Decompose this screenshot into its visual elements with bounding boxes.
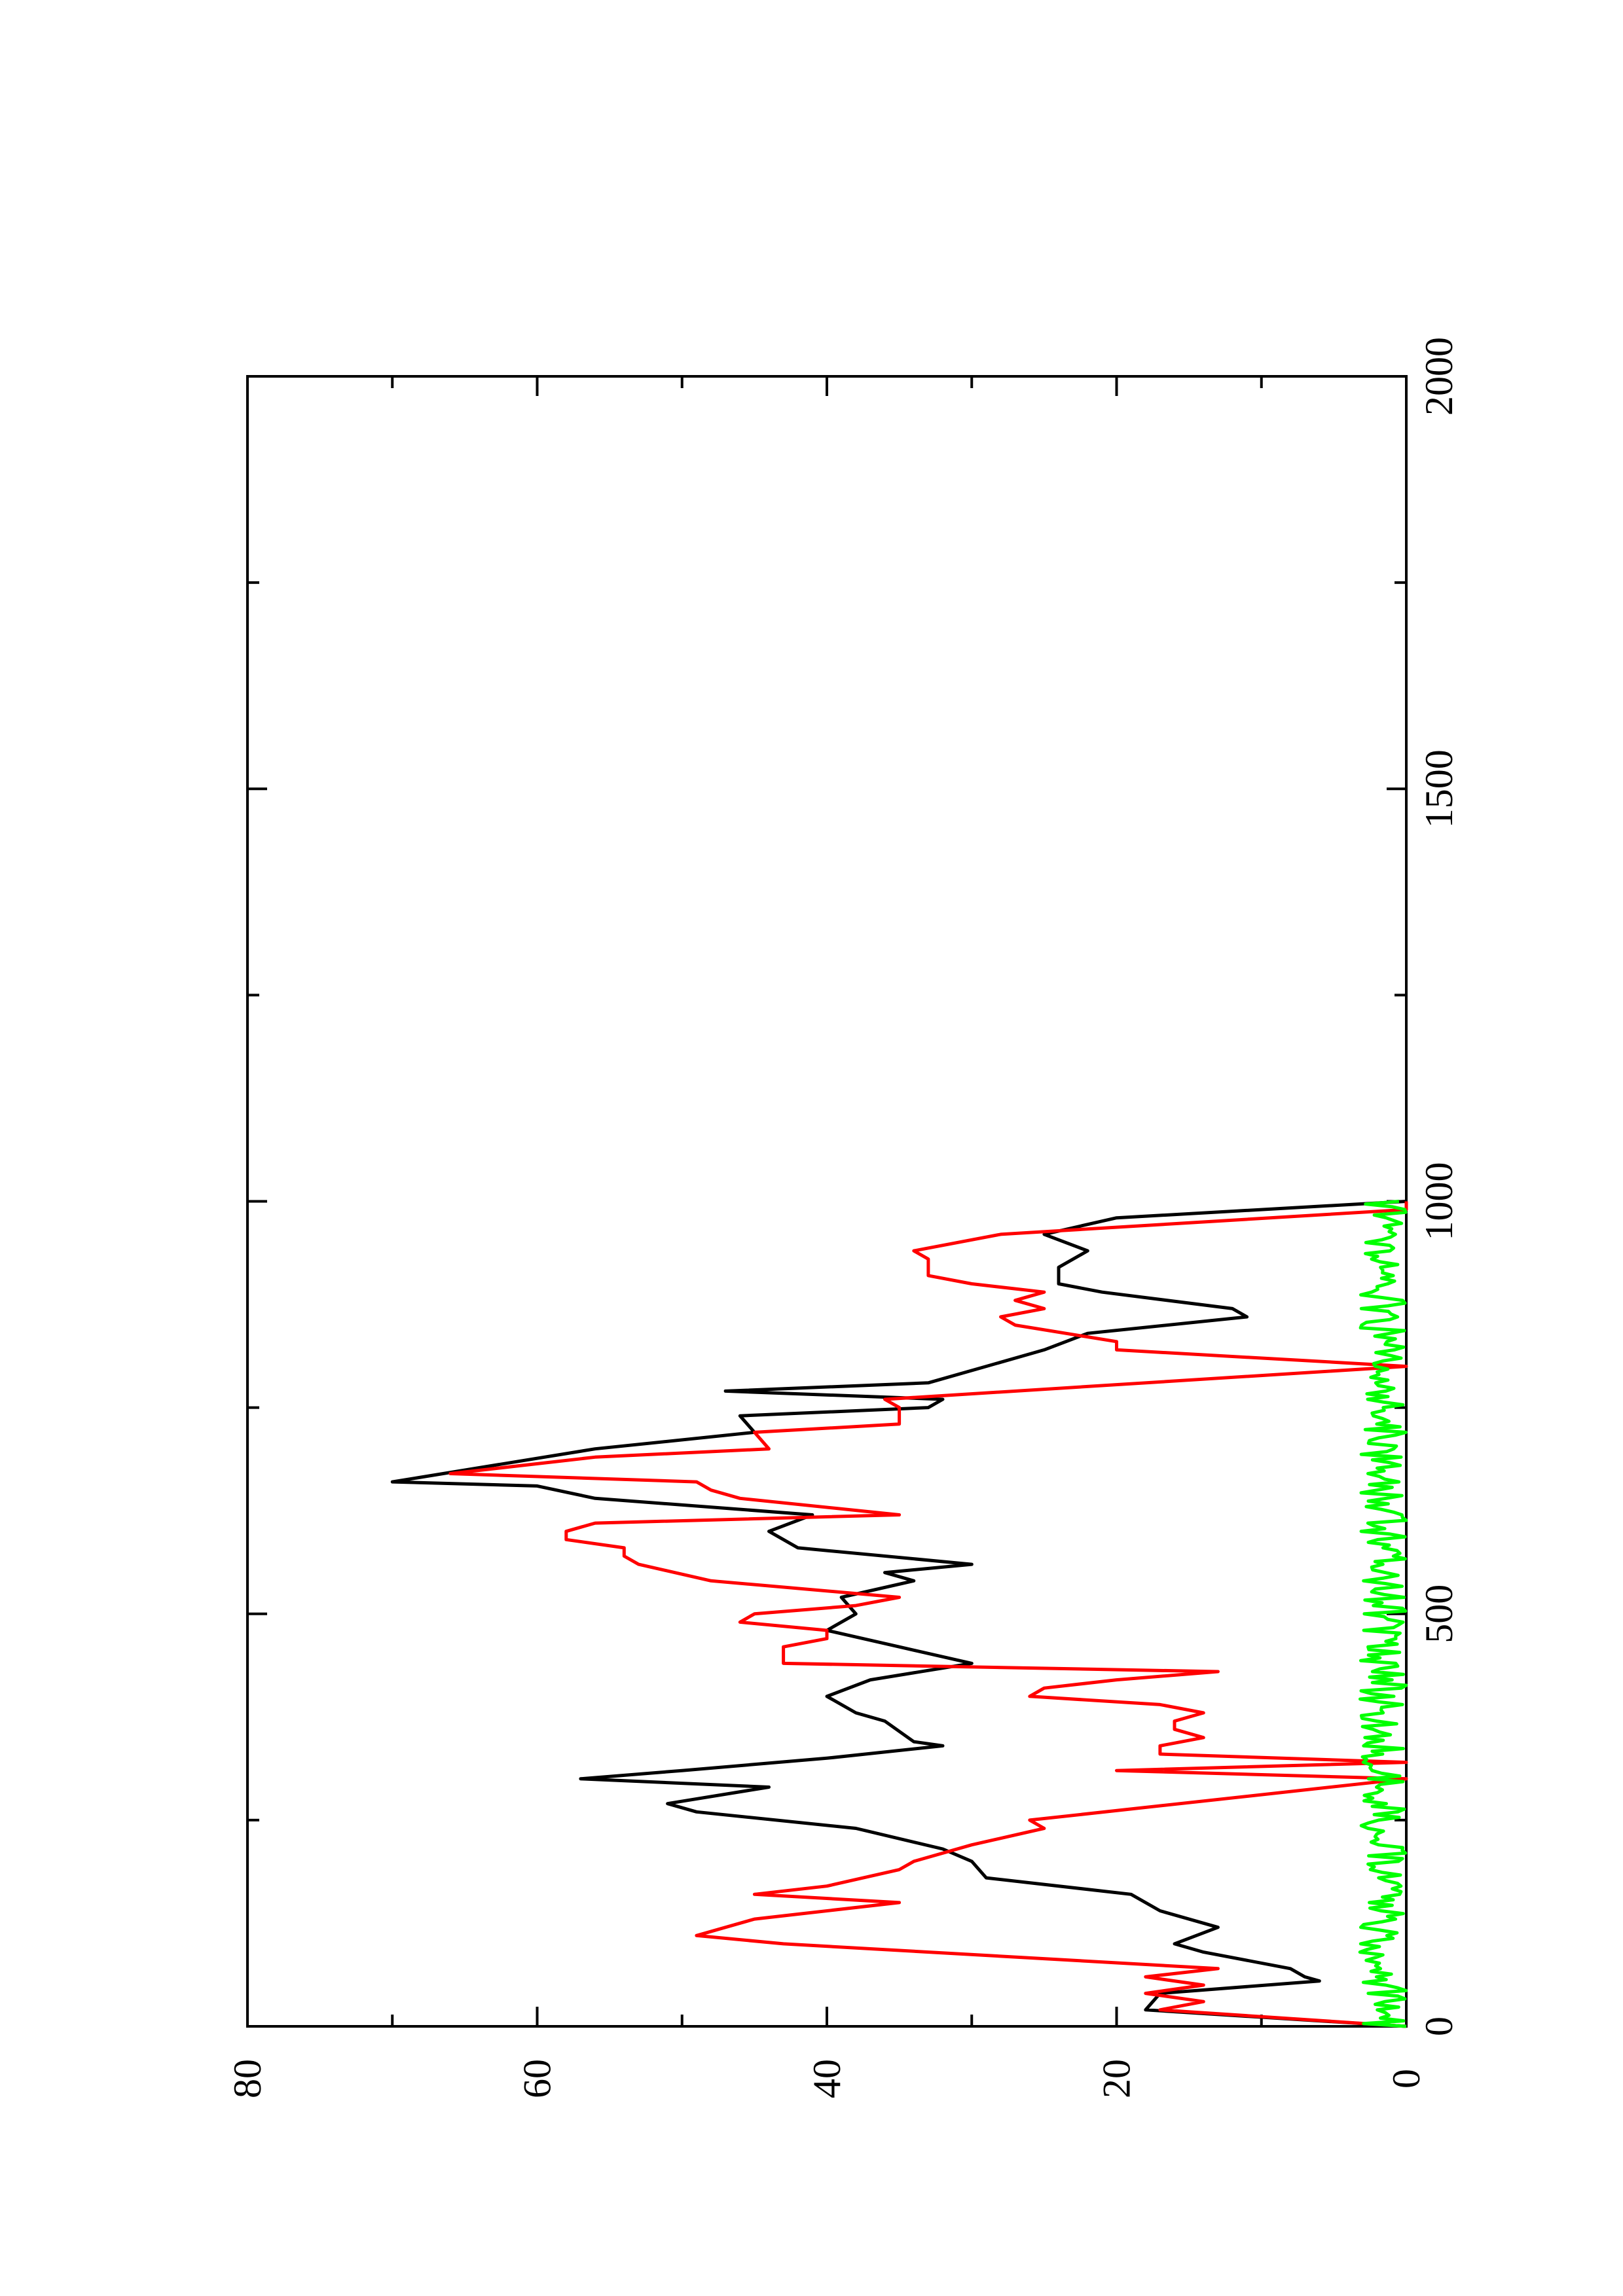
x-tick-label: 2000 xyxy=(1417,337,1461,416)
y-tick-label: 20 xyxy=(1095,2059,1139,2098)
y-tick-label: 60 xyxy=(516,2059,559,2098)
y-tick-label: 40 xyxy=(805,2059,848,2098)
series-line-1 xyxy=(448,1201,1408,2028)
series-line-2 xyxy=(1358,1200,1408,2028)
series-line-0 xyxy=(390,1200,1407,2028)
y-tick-label: 80 xyxy=(226,2059,269,2098)
x-tick-label: 1500 xyxy=(1417,749,1461,828)
x-tick-label: 0 xyxy=(1417,2017,1461,2036)
x-tick-label: 500 xyxy=(1417,1585,1461,1643)
y-tick-label: 0 xyxy=(1385,2069,1428,2089)
plot-frame xyxy=(246,375,1408,2028)
x-tick-label: 1000 xyxy=(1417,1162,1461,1241)
